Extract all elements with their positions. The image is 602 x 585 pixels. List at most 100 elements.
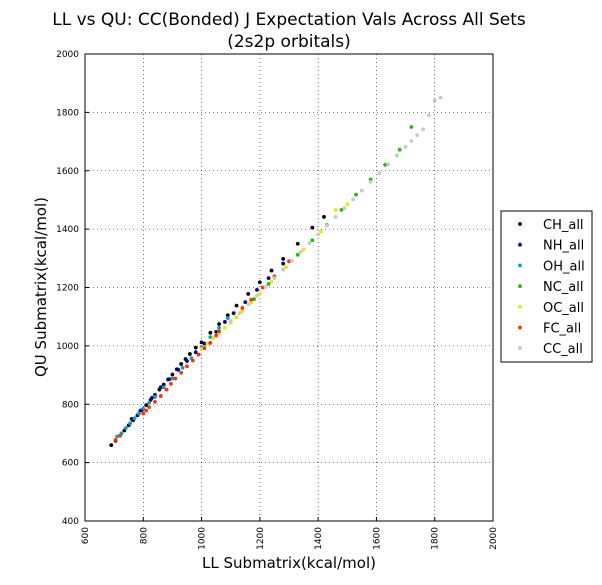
data-point [147, 405, 152, 410]
data-point [199, 340, 204, 345]
data-point [115, 434, 119, 439]
data-point [287, 259, 291, 264]
legend-label: OC_all [543, 301, 584, 316]
data-point [185, 364, 189, 369]
legend-item-OC_all: OC_all [518, 301, 584, 316]
legend-marker [518, 284, 522, 288]
data-point [231, 311, 236, 316]
data-point [354, 192, 358, 197]
data-point [266, 276, 271, 281]
data-point [205, 341, 210, 346]
legend-label: NC_all [543, 280, 584, 295]
data-point [132, 416, 137, 421]
data-point [333, 208, 338, 213]
data-point [240, 306, 245, 310]
data-point [147, 400, 152, 405]
data-point [240, 309, 245, 314]
data-point [169, 381, 173, 386]
legend-item-NC_all: NC_all [518, 280, 584, 295]
data-point [438, 95, 443, 100]
data-point [409, 125, 414, 129]
data-point [368, 179, 373, 184]
series-CC_all [228, 95, 443, 323]
data-point [310, 225, 315, 230]
data-point [222, 320, 227, 324]
legend-marker [518, 325, 522, 330]
data-point [113, 437, 118, 442]
data-point [193, 350, 198, 355]
legend-label: CH_all [543, 218, 584, 233]
data-point [243, 300, 248, 304]
data-point [386, 162, 390, 167]
data-point [339, 207, 344, 212]
data-point [109, 443, 114, 448]
data-point [167, 377, 172, 382]
data-point [272, 276, 277, 281]
data-point [217, 322, 221, 326]
data-point [266, 282, 271, 286]
y-tick-label: 400 [62, 517, 79, 527]
data-point [138, 408, 143, 413]
data-point [158, 394, 163, 398]
data-point [188, 352, 192, 356]
x-tick-label: 800 [139, 527, 149, 544]
x-tick-label: 1600 [372, 527, 382, 550]
legend-item-OH_all: OH_all [518, 259, 585, 274]
legend-label: NH_all [543, 239, 584, 254]
data-point [319, 229, 323, 234]
data-point [128, 421, 133, 426]
legend-marker [518, 242, 522, 247]
data-point [208, 330, 213, 335]
data-point [141, 411, 146, 416]
data-point [208, 335, 213, 340]
data-point [409, 139, 414, 143]
data-point [298, 249, 303, 254]
legend-marker [518, 304, 522, 309]
data-point [295, 252, 300, 257]
legend-marker [518, 222, 522, 226]
legend-marker [518, 263, 522, 268]
data-point [310, 238, 315, 243]
data-point [255, 293, 259, 298]
data-point [342, 206, 347, 211]
data-point [322, 214, 326, 219]
grid-lines [84, 53, 494, 522]
plot-frame [84, 53, 494, 522]
data-point [281, 257, 286, 261]
data-point [301, 247, 306, 252]
data-point [161, 382, 166, 387]
data-point [123, 426, 128, 431]
legend: CH_all NH_all OH_all NC_all OC_all FC_all CC_a… [500, 210, 593, 363]
data-point [179, 362, 184, 366]
legend-label: OH_all [543, 259, 585, 274]
data-point [281, 267, 286, 272]
y-tick-label: 1800 [56, 108, 79, 118]
data-point [290, 258, 294, 263]
data-points [109, 95, 443, 448]
legend-item-FC_all: FC_all [518, 322, 581, 337]
y-tick-label: 1000 [56, 342, 79, 352]
data-point [269, 268, 274, 273]
data-point [225, 313, 230, 318]
x-tick-label: 1800 [431, 527, 441, 550]
data-point [333, 214, 338, 219]
data-point [383, 163, 388, 167]
y-axis-label: QU Submatrix(kcal/mol) [32, 197, 50, 377]
data-point [214, 329, 219, 334]
data-point [403, 144, 408, 149]
data-point [377, 171, 382, 175]
legend-marker [518, 346, 522, 351]
legend-item-CC_all: CC_all [518, 342, 583, 357]
data-point [269, 279, 274, 284]
data-point [141, 406, 146, 411]
data-point [193, 345, 198, 350]
data-point [295, 241, 300, 246]
data-point [202, 341, 207, 346]
data-point [176, 367, 181, 372]
data-point [137, 411, 141, 416]
x-tick-label: 2000 [489, 527, 499, 550]
data-point [249, 297, 254, 302]
data-point [394, 153, 399, 158]
